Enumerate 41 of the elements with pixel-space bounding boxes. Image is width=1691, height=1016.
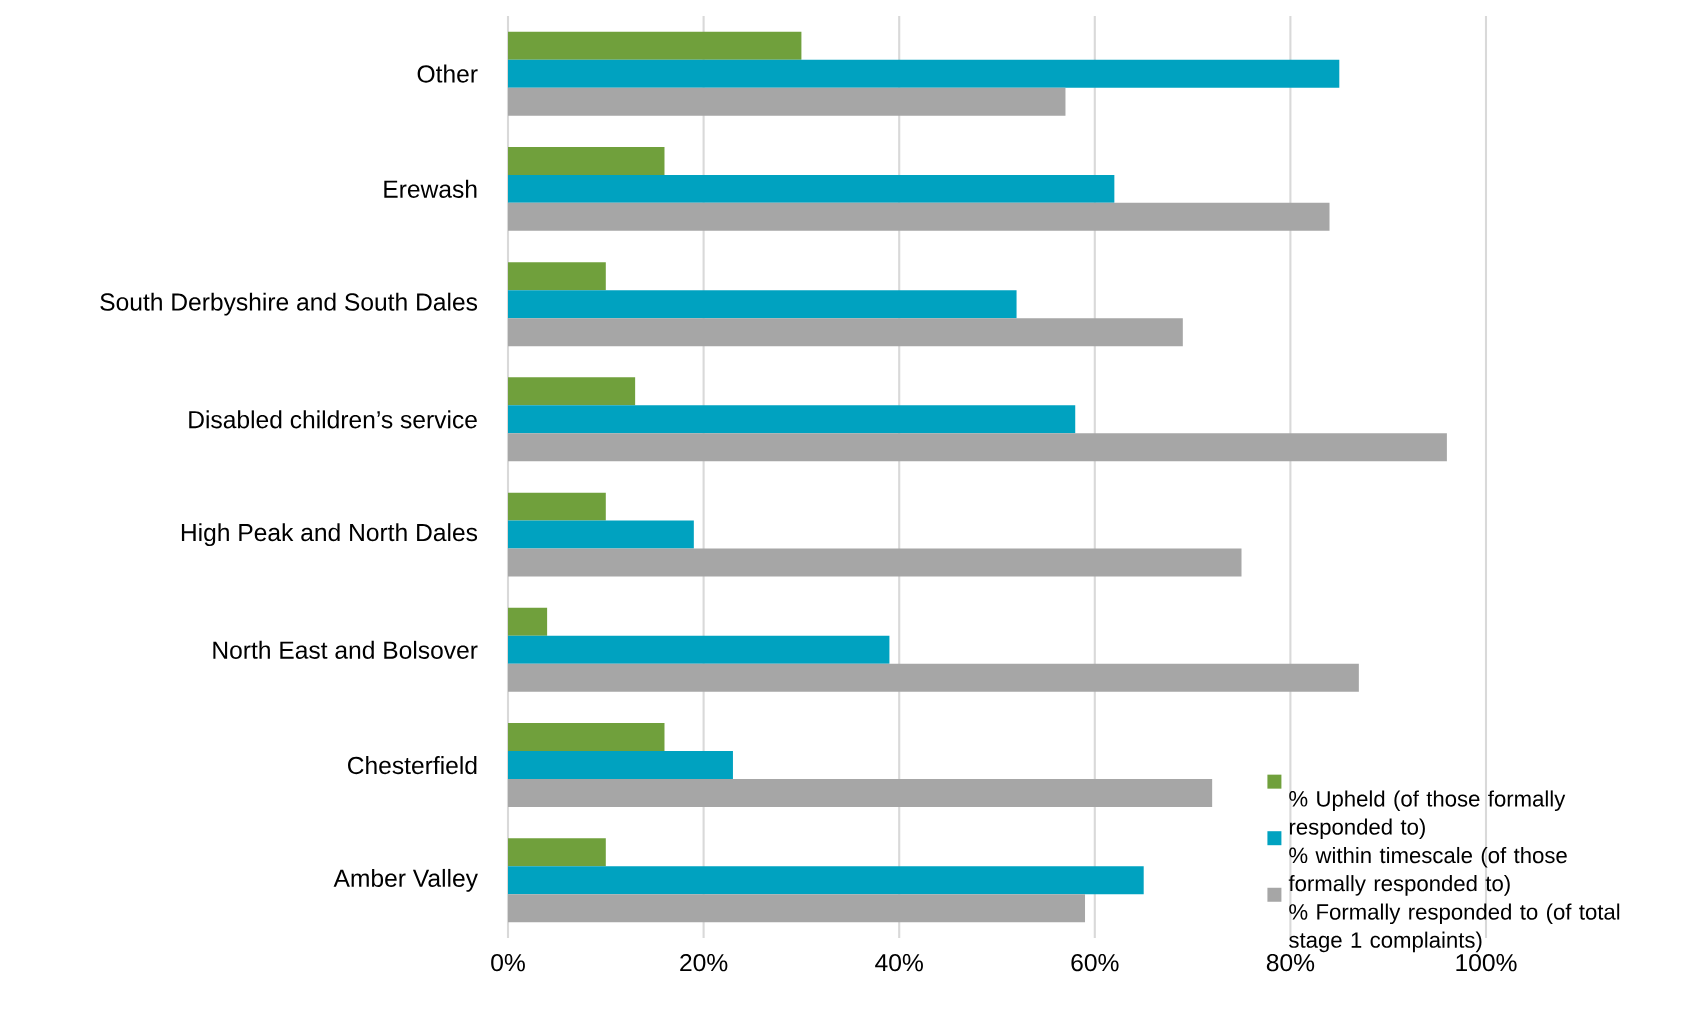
bar [508, 723, 665, 752]
legend-label: % Upheld (of those formally responded to) [1289, 790, 1566, 840]
y-tick-label: Erewash [384, 179, 477, 198]
y-tick-label: Other [417, 64, 478, 83]
bar [508, 548, 1242, 577]
legend-label: % within timescale (of those formally responded to) [1288, 846, 1567, 896]
y-tick-label: Disabled children’s service [189, 410, 477, 429]
bar [508, 31, 802, 60]
bar [508, 635, 890, 664]
bar [508, 607, 548, 636]
bar [508, 751, 733, 780]
x-tick-label: 80% [1266, 953, 1315, 972]
bar [508, 87, 1066, 116]
bar [508, 779, 1213, 808]
bar [508, 146, 665, 175]
x-tick-label: 0% [491, 953, 525, 972]
bar [508, 318, 1183, 347]
y-tick-label: Amber Valley [333, 868, 478, 892]
bar [508, 894, 1086, 923]
legend-label: % Formally responded to (of total stage 1 complaints) [1289, 903, 1620, 953]
x-tick-label: 20% [680, 953, 728, 972]
y-tick-label: South Derbyshire and South Dales [100, 292, 478, 316]
bar [508, 405, 1076, 434]
bar [508, 663, 1359, 692]
bar [508, 59, 1340, 88]
bar [508, 838, 606, 867]
bar [508, 290, 1017, 319]
x-tick-label: 40% [875, 953, 923, 972]
bar [508, 492, 606, 521]
bar [508, 377, 636, 406]
x-tick-label: 100% [1456, 953, 1517, 972]
bar [508, 866, 1144, 895]
y-tick-label: Chesterfield [348, 756, 477, 775]
bar [508, 433, 1447, 462]
bar [508, 202, 1330, 231]
bar [508, 262, 606, 291]
y-tick-label: High Peak and North Dales [181, 523, 478, 547]
x-tick-label: 60% [1071, 953, 1119, 972]
bar [508, 520, 694, 549]
bar [508, 174, 1115, 203]
y-tick-label: North East and Bolsover [213, 640, 478, 659]
